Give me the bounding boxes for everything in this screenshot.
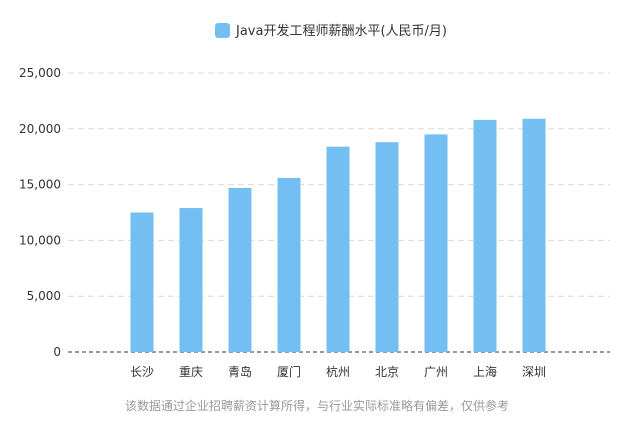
x-axis: 长沙 重庆 青岛 厦门 杭州 北京 广州 上海 深圳	[130, 364, 546, 379]
y-tick-label: 5,000	[27, 289, 61, 303]
legend-swatch[interactable]	[215, 23, 230, 38]
x-tick-label: 长沙	[130, 365, 154, 379]
legend-label[interactable]: Java开发工程师薪酬水平(人民币/月)	[235, 23, 447, 39]
bar[interactable]	[424, 134, 448, 352]
x-tick-label: 杭州	[326, 364, 350, 379]
y-tick-label: 10,000	[19, 233, 61, 247]
x-tick-label: 上海	[473, 364, 497, 379]
bar[interactable]	[473, 119, 497, 352]
bar[interactable]	[277, 177, 301, 352]
bar[interactable]	[130, 212, 154, 353]
bar[interactable]	[522, 118, 546, 352]
x-tick-label: 青岛	[228, 364, 252, 379]
y-tick-label: 25,000	[19, 66, 61, 80]
bar[interactable]	[375, 142, 399, 352]
x-tick-label: 重庆	[179, 365, 203, 379]
x-tick-label: 广州	[424, 365, 448, 379]
bar[interactable]	[326, 146, 350, 352]
y-tick-label: 15,000	[19, 178, 61, 192]
bars	[130, 118, 546, 353]
bar[interactable]	[228, 187, 252, 352]
x-tick-label: 深圳	[522, 365, 546, 379]
footnote: 该数据通过企业招聘薪资计算所得，与行业实际标准略有偏差，仅供参考	[124, 399, 509, 413]
y-tick-label: 20,000	[19, 122, 61, 136]
x-tick-label: 厦门	[277, 364, 301, 379]
y-tick-label: 0	[53, 345, 61, 359]
y-axis: 0 5,000 10,000 15,000 20,000 25,000	[19, 66, 61, 359]
x-tick-label: 北京	[375, 365, 399, 379]
bar[interactable]	[179, 208, 203, 352]
legend[interactable]: Java开发工程师薪酬水平(人民币/月)	[215, 23, 447, 39]
